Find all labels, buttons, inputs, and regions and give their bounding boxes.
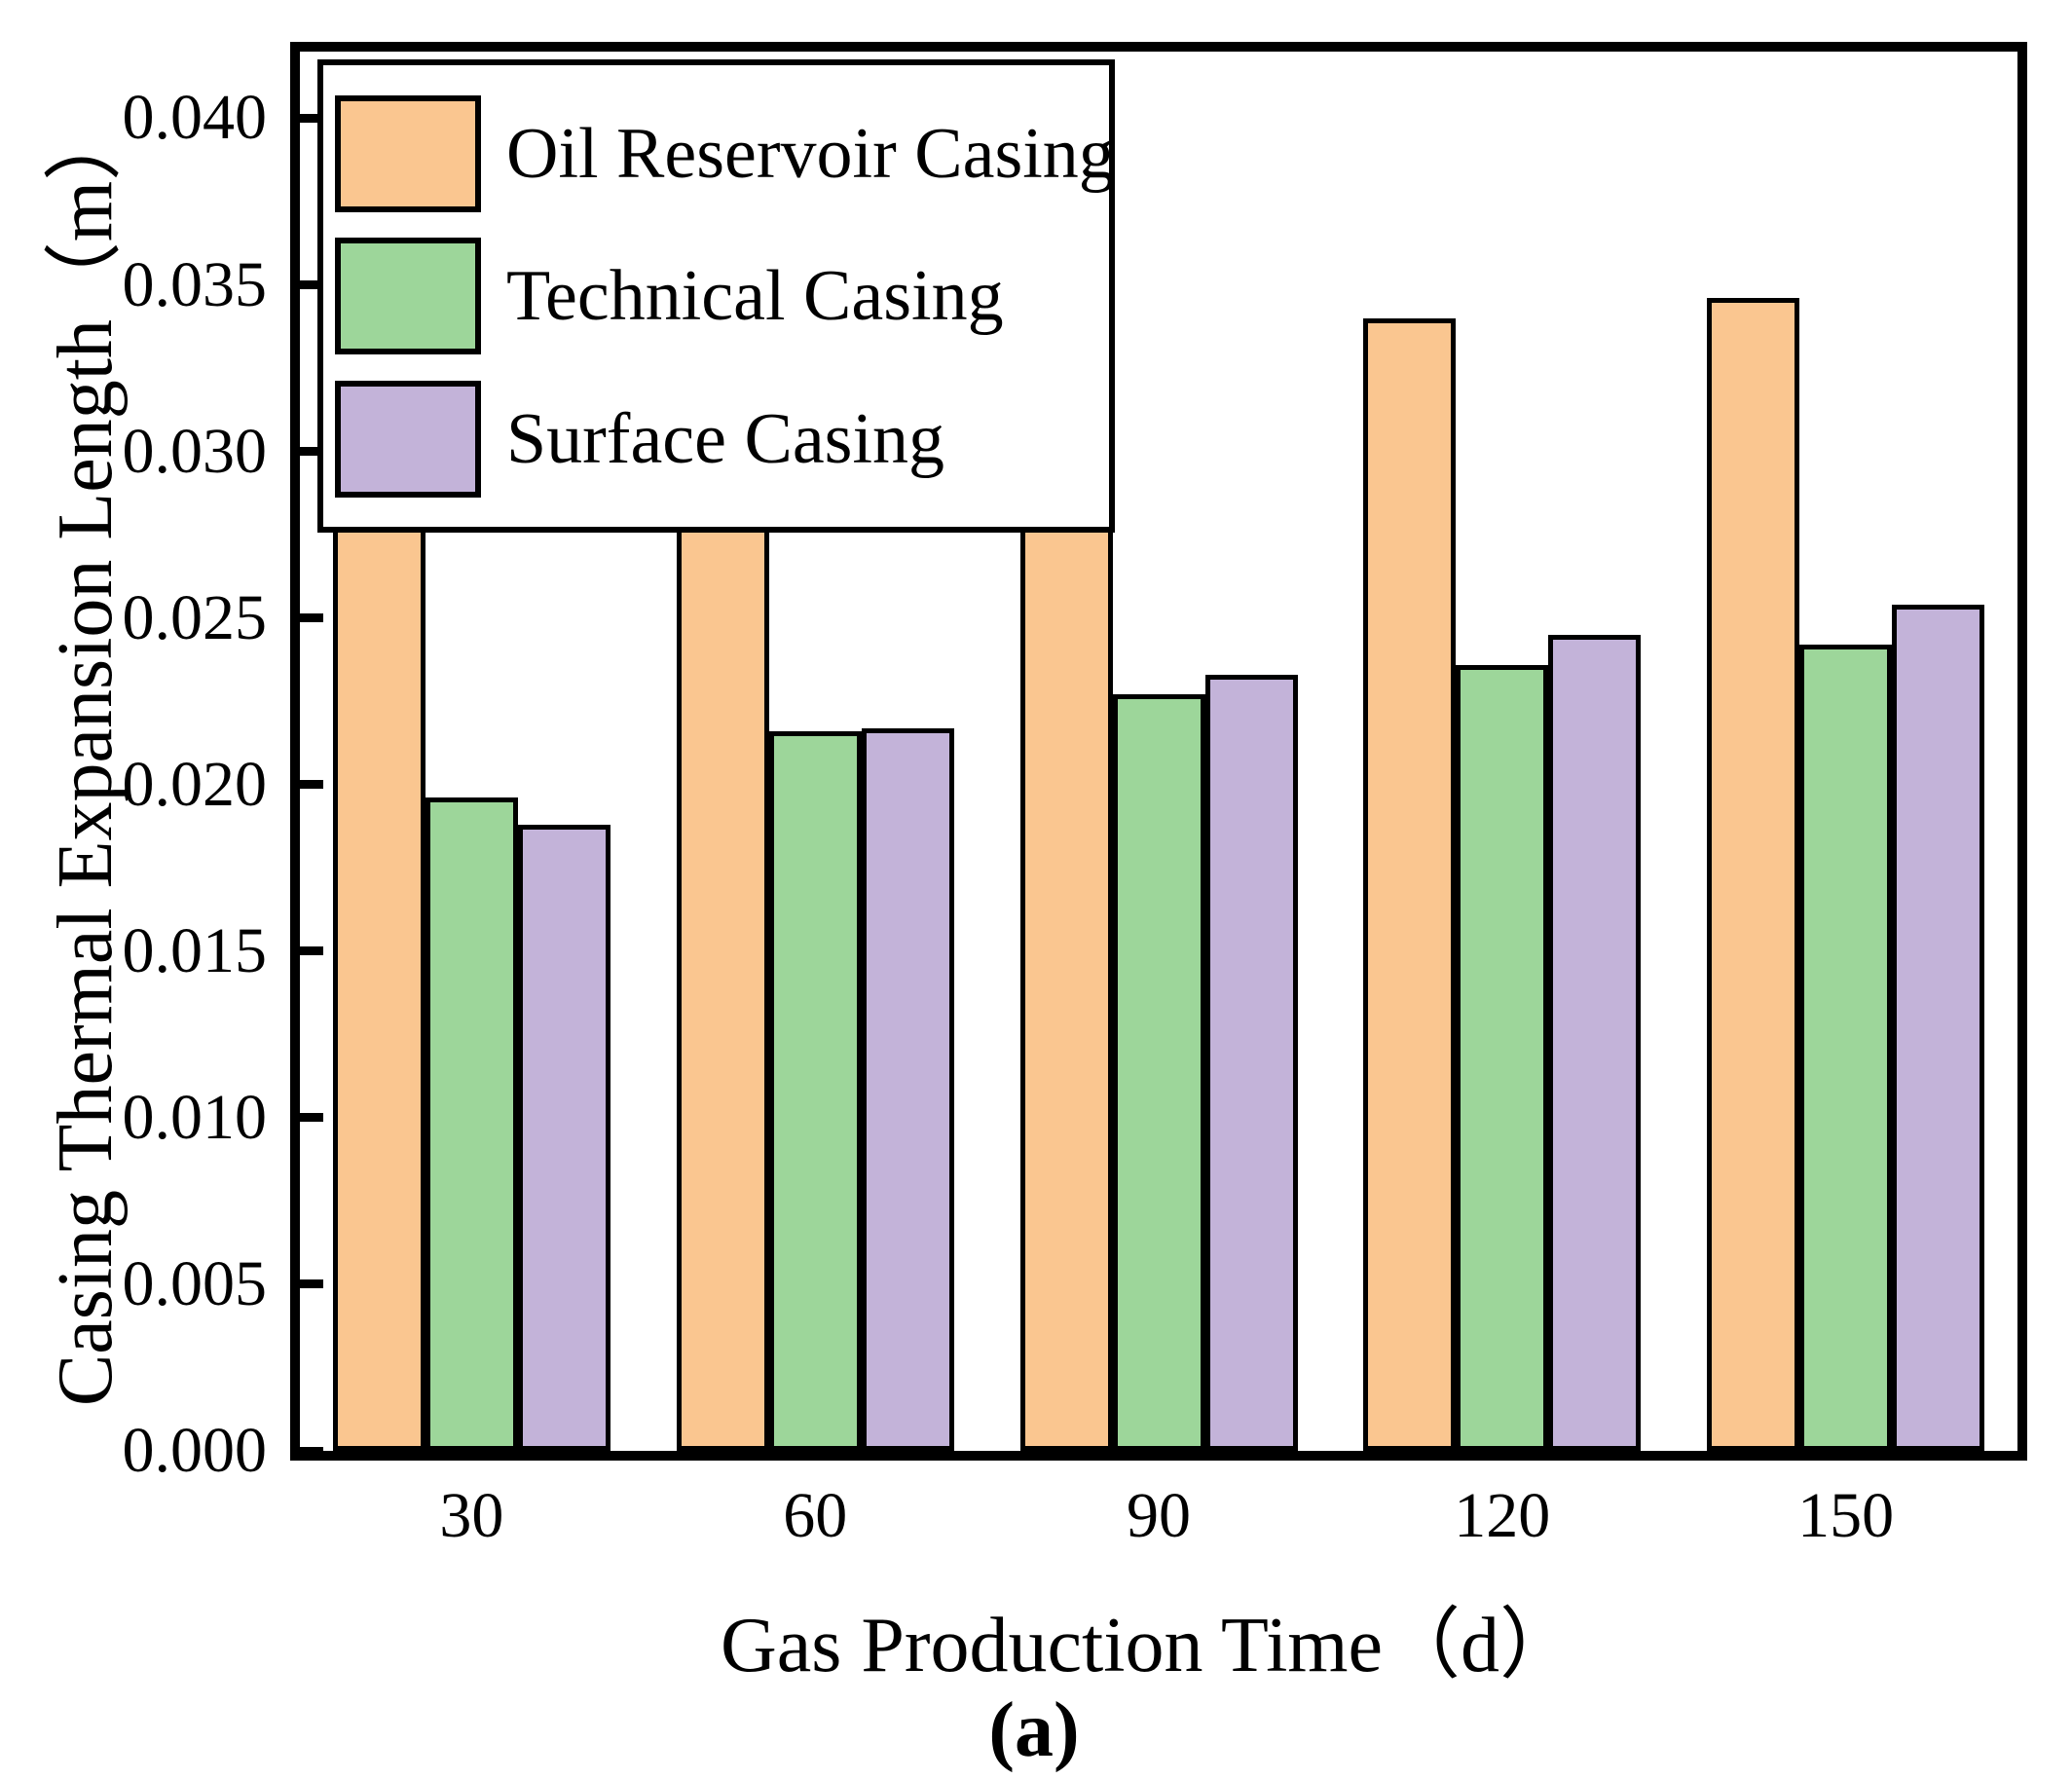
legend: Oil Reservoir Casing Technical Casing Surf… xyxy=(317,59,1115,533)
bar-technical-casing-150 xyxy=(1799,645,1893,1451)
y-tick-label: 0.030 xyxy=(122,415,268,487)
bar-surface-casing-150 xyxy=(1892,604,1985,1451)
figure-caption: (a) xyxy=(988,1687,1080,1773)
y-tick-0.005 xyxy=(300,1279,323,1289)
bar-technical-casing-120 xyxy=(1456,664,1549,1451)
legend-swatch xyxy=(335,380,481,498)
y-tick-0.015 xyxy=(300,946,323,956)
bar-surface-casing-90 xyxy=(1204,674,1298,1451)
y-tick-label: 0.020 xyxy=(122,748,268,820)
bar-technical-casing-30 xyxy=(425,797,518,1451)
y-tick-0.010 xyxy=(300,1113,323,1123)
legend-swatch xyxy=(335,94,481,212)
legend-label: Technical Casing xyxy=(506,256,1004,336)
y-tick-label: 0.000 xyxy=(122,1415,268,1486)
x-tick-label-150: 150 xyxy=(1797,1480,1895,1551)
legend-swatch xyxy=(335,238,481,354)
y-tick-0.025 xyxy=(300,613,323,623)
y-tick-0.030 xyxy=(300,447,323,457)
legend-item-oil-reservoir-casing: Oil Reservoir Casing xyxy=(335,94,1115,212)
y-tick-label: 0.040 xyxy=(122,82,268,154)
x-tick-label-60: 60 xyxy=(783,1480,848,1551)
y-tick-label: 0.005 xyxy=(122,1247,268,1319)
x-tick-label-30: 30 xyxy=(439,1480,504,1551)
bar-oil-reservoir-casing-30 xyxy=(332,458,426,1451)
x-tick-label-120: 120 xyxy=(1454,1480,1551,1551)
legend-item-surface-casing: Surface Casing xyxy=(335,380,1109,498)
y-tick-label: 0.035 xyxy=(122,248,268,320)
bar-oil-reservoir-casing-150 xyxy=(1707,298,1800,1451)
bar-surface-casing-30 xyxy=(517,824,610,1451)
bar-technical-casing-90 xyxy=(1112,694,1205,1451)
y-tick-label: 0.025 xyxy=(122,581,268,653)
bar-oil-reservoir-casing-60 xyxy=(676,388,769,1451)
bar-surface-casing-60 xyxy=(861,727,954,1451)
legend-label: Oil Reservoir Casing xyxy=(506,113,1115,194)
bar-oil-reservoir-casing-120 xyxy=(1363,317,1457,1451)
bar-surface-casing-120 xyxy=(1548,634,1642,1451)
y-tick-label: 0.010 xyxy=(122,1081,268,1153)
legend-item-technical-casing: Technical Casing xyxy=(335,238,1109,354)
legend-label: Surface Casing xyxy=(506,398,945,479)
y-axis-title: Casing Thermal Expansion Length（m） xyxy=(43,102,129,1407)
y-tick-0.000 xyxy=(300,1446,323,1456)
x-tick-label-90: 90 xyxy=(1127,1480,1191,1551)
y-tick-label: 0.015 xyxy=(122,914,268,986)
bar-technical-casing-60 xyxy=(768,730,862,1451)
y-tick-0.040 xyxy=(300,113,323,123)
y-tick-0.020 xyxy=(300,780,323,790)
y-tick-0.035 xyxy=(300,280,323,289)
x-axis-title: Gas Production Time（d） xyxy=(720,1603,1578,1688)
